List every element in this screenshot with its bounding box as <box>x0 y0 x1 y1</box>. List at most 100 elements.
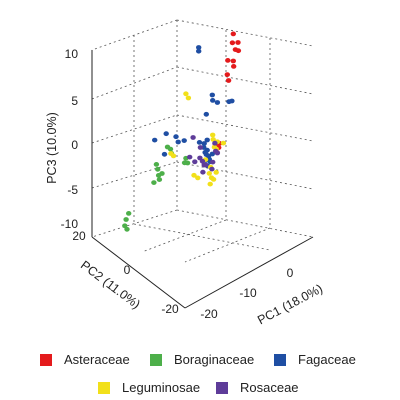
data-point <box>196 48 202 54</box>
grid-line <box>91 161 178 189</box>
data-point <box>212 140 218 146</box>
y-tick-label: 0 <box>124 263 131 277</box>
x-tick-label: 0 <box>287 266 294 280</box>
grid-line <box>141 219 227 253</box>
data-point <box>122 223 128 229</box>
data-point <box>209 166 215 172</box>
z-tick-label: 5 <box>71 94 78 108</box>
z-tick-label: 0 <box>71 138 78 152</box>
data-point <box>200 169 206 175</box>
data-point <box>161 151 168 157</box>
legend-item: Leguminosae <box>98 380 200 395</box>
series-fagaceae <box>152 45 235 169</box>
data-point <box>225 78 232 83</box>
data-point <box>183 91 189 97</box>
axes-box <box>91 19 314 309</box>
legend-item: Boraginaceae <box>150 352 254 367</box>
legend-item: Asteraceae <box>40 352 130 367</box>
grid-back-top-right <box>176 19 314 47</box>
data-point <box>155 166 161 172</box>
data-point <box>187 154 193 160</box>
data-point <box>231 64 237 69</box>
tick-labels: -10 -5 0 5 10 -20 0 20 -20 -10 0 <box>61 47 294 321</box>
data-point <box>235 40 241 45</box>
data-point <box>192 159 198 165</box>
grid-line <box>91 66 178 100</box>
data-point <box>191 172 197 178</box>
data-point <box>203 162 209 168</box>
legend-label: Rosaceae <box>240 380 299 395</box>
data-point <box>224 72 230 77</box>
data-point <box>210 98 216 103</box>
data-point <box>163 131 169 137</box>
z-tick-label: -10 <box>61 217 79 231</box>
data-point <box>175 139 181 145</box>
data-point <box>199 158 206 164</box>
data-point <box>235 48 242 54</box>
data-points <box>122 31 242 232</box>
data-point <box>214 100 221 105</box>
data-point <box>197 145 204 150</box>
legend-swatch <box>40 353 52 366</box>
data-point <box>225 58 231 63</box>
data-point <box>209 151 215 157</box>
data-point <box>202 150 208 155</box>
data-point <box>206 171 212 176</box>
legend-swatch <box>216 381 228 394</box>
data-point <box>229 98 235 104</box>
legend-label: Boraginaceae <box>174 352 255 367</box>
y-tick-label: -20 <box>161 302 179 316</box>
legend-item: Fagaceae <box>274 352 356 367</box>
legend-swatch <box>274 353 286 366</box>
data-point <box>152 137 158 143</box>
z-axis-label: PC3 (10.0%) <box>45 112 59 184</box>
data-point <box>181 138 187 144</box>
data-point <box>230 31 236 37</box>
legend-swatch <box>150 353 162 366</box>
data-point <box>181 160 188 166</box>
data-point <box>214 150 221 156</box>
data-point <box>156 177 163 183</box>
data-point <box>201 141 207 146</box>
legend-label: Asteraceae <box>64 352 130 367</box>
grid-line <box>176 66 314 95</box>
data-point <box>220 140 227 146</box>
data-point <box>159 171 165 176</box>
data-point <box>229 40 236 46</box>
data-point <box>196 45 202 50</box>
grid-back-floor-left <box>91 209 178 238</box>
legend-label: Leguminosae <box>122 380 201 395</box>
grid-back-floor-right <box>176 209 314 238</box>
grid-back-top-left <box>91 19 178 51</box>
data-point <box>151 180 157 186</box>
series-rosaceae <box>187 135 221 175</box>
series-asteraceae <box>212 31 242 155</box>
data-point <box>213 170 219 175</box>
z-tick-label: 10 <box>65 47 79 61</box>
z-tick-label: -5 <box>67 183 78 197</box>
grid-line <box>184 227 271 263</box>
data-point <box>126 211 132 216</box>
data-point <box>123 217 129 222</box>
legend: Asteraceae Boraginaceae Fagaceae Legumin… <box>0 342 400 400</box>
series-boraginaceae <box>122 144 191 232</box>
grid-line <box>133 223 271 251</box>
axis-labels: PC3 (10.0%) PC2 (11.0%) PC1 (18.0%) <box>45 112 325 327</box>
data-point <box>210 137 216 142</box>
grid-line <box>176 161 314 190</box>
axis-x-line <box>184 236 314 309</box>
data-point <box>210 159 216 165</box>
legend-label: Fagaceae <box>298 352 356 367</box>
x-tick-label: -20 <box>200 307 218 321</box>
data-point <box>204 137 210 143</box>
data-point <box>153 162 160 167</box>
grid-line <box>176 114 314 142</box>
data-point <box>195 175 201 181</box>
data-point <box>210 132 216 138</box>
x-tick-label: -10 <box>239 286 257 300</box>
data-point <box>124 226 130 232</box>
grid-line <box>91 114 178 144</box>
data-point <box>209 92 215 98</box>
data-point <box>167 146 174 152</box>
